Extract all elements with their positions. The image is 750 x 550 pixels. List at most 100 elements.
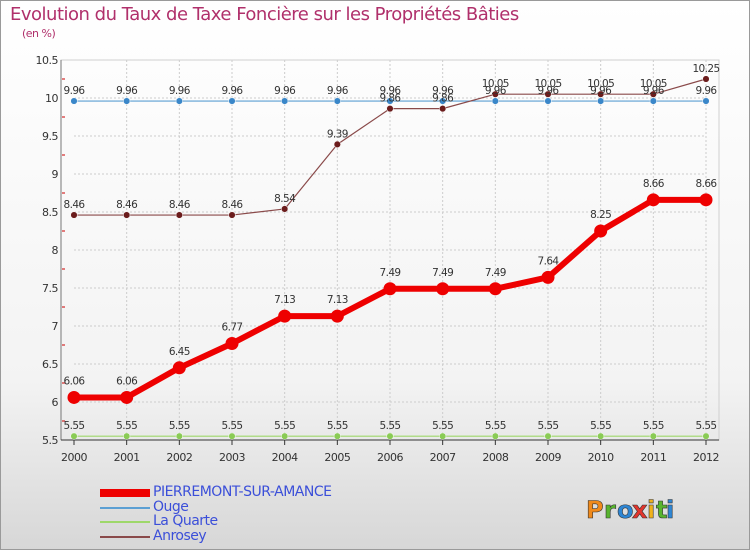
point-anrosey (228, 211, 236, 219)
x-tick-label: 2012 (693, 451, 719, 464)
data-label-la-quarte: 5.55 (222, 420, 243, 432)
point-ouge (333, 97, 341, 105)
data-label-la-quarte: 5.55 (696, 420, 717, 432)
point-la-quarte (649, 432, 657, 440)
point-pierremont (67, 390, 81, 404)
data-label-pierremont: 6.06 (64, 375, 86, 387)
data-label-anrosey: 10.05 (587, 78, 614, 90)
point-ouge (228, 97, 236, 105)
data-label-anrosey: 9.86 (432, 93, 454, 105)
data-label-la-quarte: 5.55 (274, 420, 295, 432)
point-la-quarte (70, 432, 78, 440)
point-pierremont (120, 390, 134, 404)
point-pierremont (278, 309, 292, 323)
point-la-quarte (281, 432, 289, 440)
data-label-ouge: 9.96 (432, 85, 454, 97)
data-label-pierremont: 6.77 (222, 321, 243, 333)
x-tick-label: 2004 (272, 451, 298, 464)
point-la-quarte (544, 432, 552, 440)
point-anrosey (544, 90, 552, 98)
data-label-anrosey: 10.25 (692, 63, 719, 75)
point-ouge (281, 97, 289, 105)
point-pierremont (436, 282, 450, 296)
point-la-quarte (228, 432, 236, 440)
data-label-anrosey: 10.05 (534, 78, 561, 90)
brand-letter: i (647, 496, 655, 524)
data-label-anrosey: 8.46 (116, 199, 138, 211)
point-pierremont (594, 224, 608, 238)
data-label-pierremont: 7.13 (274, 294, 295, 306)
point-la-quarte (439, 432, 447, 440)
legend-swatch-pierremont (100, 489, 150, 497)
data-label-ouge: 9.96 (643, 85, 665, 97)
data-label-pierremont: 8.66 (696, 178, 718, 190)
data-label-ouge: 9.96 (222, 85, 244, 97)
point-anrosey (386, 105, 394, 113)
point-la-quarte (123, 432, 131, 440)
point-ouge (439, 97, 447, 105)
data-label-ouge: 9.96 (485, 85, 507, 97)
point-anrosey (439, 105, 447, 113)
point-la-quarte (702, 432, 710, 440)
chart-title: Evolution du Taux de Taxe Foncière sur l… (10, 4, 519, 25)
point-pierremont (330, 309, 344, 323)
data-label-la-quarte: 5.55 (116, 420, 137, 432)
data-label-anrosey: 10.05 (482, 78, 509, 90)
point-ouge (597, 97, 605, 105)
data-label-la-quarte: 5.55 (485, 420, 506, 432)
point-anrosey (649, 90, 657, 98)
point-anrosey (597, 90, 605, 98)
legend-label-ouge: Ouge (153, 498, 189, 515)
point-la-quarte (175, 432, 183, 440)
data-label-la-quarte: 5.55 (432, 420, 453, 432)
data-label-anrosey: 8.46 (222, 199, 244, 211)
data-label-ouge: 9.96 (116, 85, 138, 97)
legend-label-pierremont: PIERREMONT-SUR-AMANCE (153, 484, 332, 500)
point-ouge (70, 97, 78, 105)
y-tick-label: 6 (52, 396, 59, 409)
point-la-quarte (491, 432, 499, 440)
data-label-anrosey: 8.46 (64, 199, 86, 211)
point-anrosey (491, 90, 499, 98)
x-tick-label: 2007 (430, 451, 456, 464)
data-label-pierremont: 7.64 (538, 255, 560, 267)
x-tick-label: 2009 (535, 451, 561, 464)
data-label-la-quarte: 5.55 (590, 420, 611, 432)
point-pierremont (225, 336, 239, 350)
point-ouge (123, 97, 131, 105)
point-ouge (491, 97, 499, 105)
brand-letter: P (586, 496, 603, 524)
legend-label-anrosey: Anrosey (153, 527, 207, 544)
point-anrosey (281, 205, 289, 213)
y-tick-label: 8.5 (42, 206, 58, 219)
legend-label-la-quarte: La Quarte (153, 513, 218, 529)
data-label-anrosey: 10.05 (640, 78, 667, 90)
point-anrosey (175, 211, 183, 219)
legend-swatch-ouge (100, 506, 150, 509)
data-label-la-quarte: 5.55 (380, 420, 401, 432)
y-tick-label: 9 (52, 168, 59, 181)
point-pierremont (488, 282, 502, 296)
data-label-ouge: 9.96 (169, 85, 191, 97)
y-tick-label: 5.5 (42, 434, 58, 447)
data-label-la-quarte: 5.55 (643, 420, 664, 432)
point-anrosey (333, 140, 341, 148)
x-tick-label: 2002 (166, 451, 192, 464)
point-la-quarte (333, 432, 341, 440)
y-tick-label: 7 (52, 320, 59, 333)
point-anrosey (70, 211, 78, 219)
point-anrosey (123, 211, 131, 219)
point-pierremont (541, 270, 555, 284)
point-ouge (175, 97, 183, 105)
y-tick-label: 10.5 (36, 54, 59, 67)
axis-layer: 5.5 6 6.5 7 7.5 8 8.5 9 9.5 10 10.5 2000 2001 2002 200… (36, 54, 720, 464)
data-label-pierremont: 7.49 (432, 267, 453, 279)
data-label-la-quarte: 5.55 (538, 420, 559, 432)
data-label-pierremont: 7.49 (485, 267, 506, 279)
data-label-pierremont: 6.06 (116, 375, 138, 387)
y-tick-label: 9.5 (42, 130, 58, 143)
legend-swatch-anrosey (100, 535, 150, 538)
data-label-anrosey: 8.46 (169, 199, 191, 211)
